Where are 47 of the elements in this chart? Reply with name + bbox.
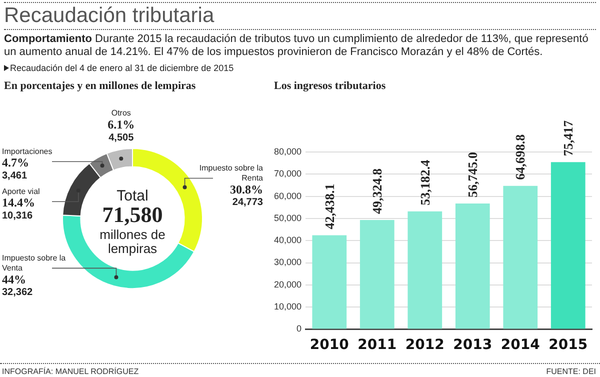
data-label: 49,324.8 bbox=[370, 168, 385, 214]
data-label: 56,745.0 bbox=[464, 152, 480, 198]
text: millones de lempiras bbox=[100, 227, 166, 256]
y-tick-label: 10,000 bbox=[274, 302, 302, 312]
chart-title: Recaudación tributaria bbox=[4, 4, 596, 30]
y-tick-label: 0 bbox=[296, 324, 302, 334]
bar bbox=[408, 211, 442, 329]
text: INFOGRAFÍA: MANUEL RODRÍGUEZ bbox=[2, 367, 139, 376]
slice-label: Otros bbox=[111, 108, 131, 118]
data-label: 30.8% 24,773 bbox=[230, 182, 264, 208]
x-tick-label: 2012 bbox=[405, 337, 444, 354]
chart-title: Los ingresos tributarios bbox=[274, 80, 386, 92]
bar bbox=[312, 235, 347, 329]
slice-label: Impuesto sobre la Venta bbox=[2, 253, 66, 272]
data-label: 6.1% 4,505 bbox=[108, 118, 135, 144]
data-label: 42,438.1 bbox=[322, 184, 337, 230]
y-tick-label: 70,000 bbox=[274, 168, 302, 179]
slice-label: Impuesto sobre la Renta bbox=[199, 163, 264, 182]
bar bbox=[360, 220, 394, 329]
x-tick-label: 2014 bbox=[500, 337, 540, 354]
y-tick-label: 20,000 bbox=[274, 279, 302, 290]
y-tick-label: 60,000 bbox=[274, 190, 302, 201]
text: 71,580 bbox=[102, 202, 163, 228]
x-tick-label: 2011 bbox=[358, 337, 397, 354]
text: Total bbox=[116, 188, 148, 205]
x-tick-label: 2015 bbox=[548, 337, 588, 354]
data-label: 14.4% 10,316 bbox=[2, 196, 35, 222]
text: En porcentajes y en millones de lempiras bbox=[4, 80, 196, 92]
data-label: 53,182.4 bbox=[417, 159, 432, 206]
slice-label: Importaciones bbox=[2, 146, 52, 156]
y-tick-label: 50,000 bbox=[274, 212, 302, 223]
data-label: 64,698.8 bbox=[512, 134, 528, 180]
slice-label: Aporte vial bbox=[2, 186, 40, 196]
bar bbox=[455, 204, 490, 329]
bar bbox=[550, 162, 586, 329]
x-tick-label: 2010 bbox=[310, 337, 350, 354]
x-tick-label: 2013 bbox=[453, 337, 492, 354]
text: Recaudación del 4 de enero al 31 de diciembre de 2015 bbox=[10, 63, 234, 73]
data-label: 75,417 bbox=[560, 120, 576, 156]
data-label: 44% 32,362 bbox=[2, 272, 34, 298]
y-tick-label: 80,000 bbox=[274, 146, 302, 156]
y-tick-label: 40,000 bbox=[274, 235, 302, 246]
bar bbox=[503, 186, 538, 329]
data-label: 4.7% 3,461 bbox=[2, 156, 29, 182]
y-tick-label: 30,000 bbox=[274, 257, 302, 268]
source-note: FUENTE: DEI bbox=[546, 367, 596, 376]
text: Comportamiento Durante 2015 la recaudación de tributos tuvo un cumplimiento de alrededor de 113%, que representó un aumento anual de 14.21%. El 47% de los impuestos provinieron de Francisco Morazán y el 48% de Cortés. bbox=[4, 33, 590, 59]
